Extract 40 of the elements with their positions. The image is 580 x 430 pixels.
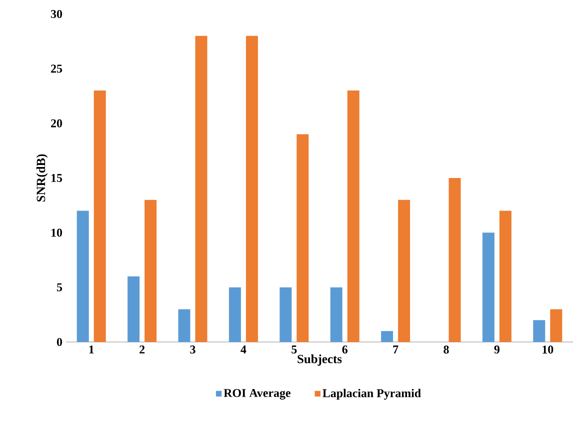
legend-label: ROI Average <box>224 389 290 400</box>
bar <box>296 134 309 342</box>
y-tick-label: 30 <box>50 10 62 18</box>
x-tick-label: 8 <box>444 346 449 354</box>
bar <box>178 309 190 342</box>
bar <box>347 90 360 342</box>
x-tick-label: 1 <box>89 346 94 354</box>
bar <box>76 210 89 342</box>
bar <box>246 36 258 342</box>
bar <box>144 200 157 342</box>
y-tick-label: 5 <box>56 283 62 292</box>
bar <box>381 331 394 342</box>
y-tick-label: 0 <box>56 338 62 346</box>
bar <box>448 178 461 342</box>
legend-label: Laplacian Pyramid <box>322 388 421 400</box>
bar <box>499 210 512 342</box>
x-tick-label: 3 <box>190 346 196 354</box>
y-tick-label: 25 <box>51 64 62 73</box>
x-axis-title: Subjects <box>298 354 342 366</box>
x-tick-label: 2 <box>140 346 145 354</box>
bar <box>228 287 241 342</box>
bar <box>280 287 292 342</box>
y-tick-label: 20 <box>51 119 62 128</box>
x-tick-label: 4 <box>240 346 246 354</box>
bar <box>128 276 140 342</box>
bar <box>330 287 342 342</box>
y-tick-label: 10 <box>51 228 62 237</box>
x-tick-label: 10 <box>542 346 554 354</box>
y-tick-label: 15 <box>51 174 62 182</box>
bar <box>482 232 494 342</box>
x-tick-label: 7 <box>393 346 398 354</box>
bar <box>533 320 546 342</box>
x-tick-label: 9 <box>494 346 500 354</box>
y-axis-title: SNR(dB) <box>36 154 48 202</box>
x-tick-label: 6 <box>342 346 348 354</box>
bar <box>195 36 208 342</box>
bar <box>94 90 106 342</box>
x-tick-label: 5 <box>292 346 297 354</box>
bar <box>398 200 410 342</box>
bar <box>550 309 562 342</box>
